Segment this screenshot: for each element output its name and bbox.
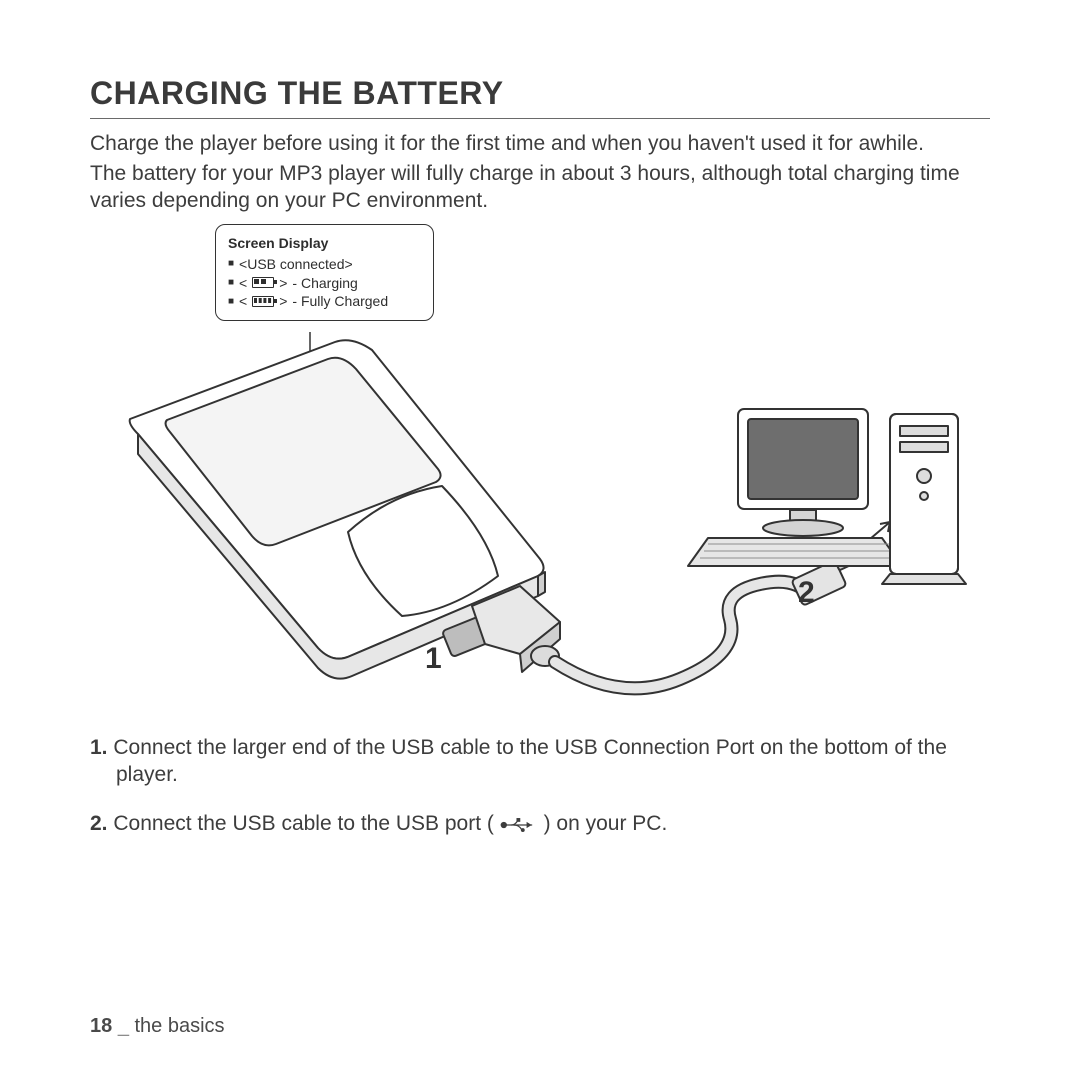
instructions: 1. Connect the larger end of the USB cab… (90, 734, 990, 838)
step-2-text-b: ) on your PC. (544, 812, 668, 835)
diagram-label-1: 1 (425, 642, 442, 676)
intro-para-1: Charge the player before using it for th… (90, 131, 990, 157)
step-1-num: 1. (90, 736, 108, 759)
step-2: 2. Connect the USB cable to the USB port… (90, 810, 990, 837)
usb-icon (500, 817, 538, 833)
step-1: 1. Connect the larger end of the USB cab… (90, 734, 990, 789)
footer-separator: _ (118, 1015, 129, 1037)
charging-diagram: Screen Display ■ <USB connected> ■ <> - … (90, 224, 990, 704)
step-2-text-a: Connect the USB cable to the USB port ( (113, 812, 494, 835)
step-1-text: Connect the larger end of the USB cable … (113, 736, 947, 786)
page-title: CHARGING THE BATTERY (90, 75, 990, 112)
title-rule (90, 118, 990, 119)
diagram-svg (90, 224, 990, 704)
diagram-label-2: 2 (798, 576, 815, 610)
page-number: 18 (90, 1015, 112, 1037)
step-2-num: 2. (90, 812, 108, 835)
page-footer: 18 _ the basics (90, 1015, 225, 1038)
footer-section: the basics (135, 1015, 225, 1037)
intro-para-2: The battery for your MP3 player will ful… (90, 161, 990, 214)
